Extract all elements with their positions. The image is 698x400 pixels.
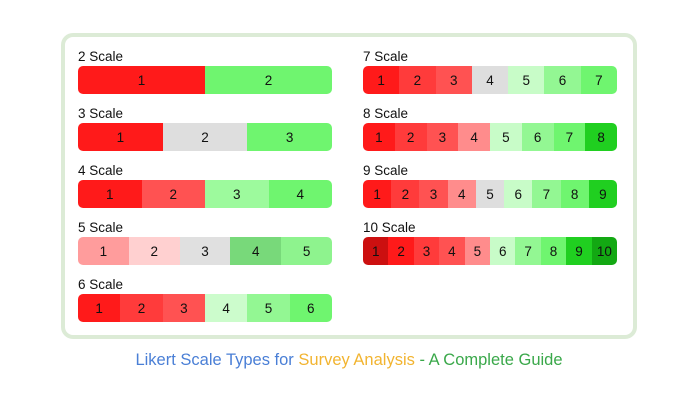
scale-cell: 8 [585,123,617,151]
scale-bar: 1 2 3 4 5 6 7 8 9 10 [363,237,617,265]
scale-cell: 3 [426,123,459,151]
scale-cell: 9 [588,180,617,208]
scale-cell: 8 [540,237,567,265]
scale-cell: 2 [391,180,420,208]
scale-cell: 5 [490,123,522,151]
scale-label: 8 Scale [363,106,409,121]
scale-cell: 6 [521,123,554,151]
scale-label: 3 Scale [78,106,124,121]
scale-cell: 3 [205,180,269,208]
scale-cell: 9 [566,237,592,265]
scale-cell: 3 [247,123,332,151]
scale-cell: 1 [78,294,121,322]
scale-cell: 10 [591,237,617,265]
scale-cell: 1 [78,66,205,94]
scale-cell: 7 [553,123,586,151]
scale-cell: 6 [490,237,516,265]
scale-cell: 5 [464,237,491,265]
scale-label: 10 Scale [363,220,416,235]
scale-cell: 5 [508,66,545,94]
scale-cell: 7 [515,237,541,265]
scale-cell: 1 [78,123,163,151]
scale-cell: 3 [179,237,231,265]
scale-cell: 3 [419,180,448,208]
scale-cell: 5 [247,294,290,322]
scale-cell: 8 [560,180,589,208]
scale-cell: 1 [363,237,389,265]
scale-cell: 4 [447,180,476,208]
scale-cell: 1 [363,180,392,208]
scale-cell: 2 [141,180,205,208]
scale-cell: 6 [544,66,581,94]
page-caption: Likert Scale Types for Survey Analysis -… [0,351,698,370]
scale-cell: 7 [580,66,617,94]
scale-cell: 3 [413,237,440,265]
scale-cell: 4 [230,237,282,265]
scale-label: 7 Scale [363,49,409,64]
scale-cell: 1 [363,123,395,151]
scale-cell: 6 [504,180,533,208]
scale-cell: 1 [78,237,129,265]
caption-part-1: Likert Scale Types for [135,351,299,369]
scale-cell: 5 [475,180,505,208]
scale-cell: 3 [162,294,205,322]
scale-cell: 1 [78,180,142,208]
scale-cell: 2 [205,66,332,94]
scale-cell: 4 [439,237,465,265]
scale-cell: 1 [363,66,400,94]
scale-label: 2 Scale [78,49,124,64]
scale-cell: 5 [281,237,332,265]
scale-cell: 7 [532,180,561,208]
scale-cell: 4 [458,123,490,151]
scale-cell: 2 [120,294,163,322]
scale-label: 6 Scale [78,277,124,292]
scale-cell: 2 [399,66,436,94]
scale-cell: 2 [162,123,248,151]
scale-label: 4 Scale [78,163,124,178]
caption-part-2: Survey Analysis [298,351,415,369]
scale-cell: 4 [204,294,248,322]
scale-label: 5 Scale [78,220,124,235]
caption-part-3: - A Complete Guide [414,351,563,369]
scale-cell: 3 [435,66,472,94]
scale-cell: 2 [394,123,427,151]
scale-label: 9 Scale [363,163,409,178]
scale-cell: 2 [128,237,180,265]
scale-cell: 6 [289,294,332,322]
scale-cell: 2 [388,237,414,265]
scale-cell: 4 [471,66,509,94]
scale-cell: 4 [268,180,332,208]
